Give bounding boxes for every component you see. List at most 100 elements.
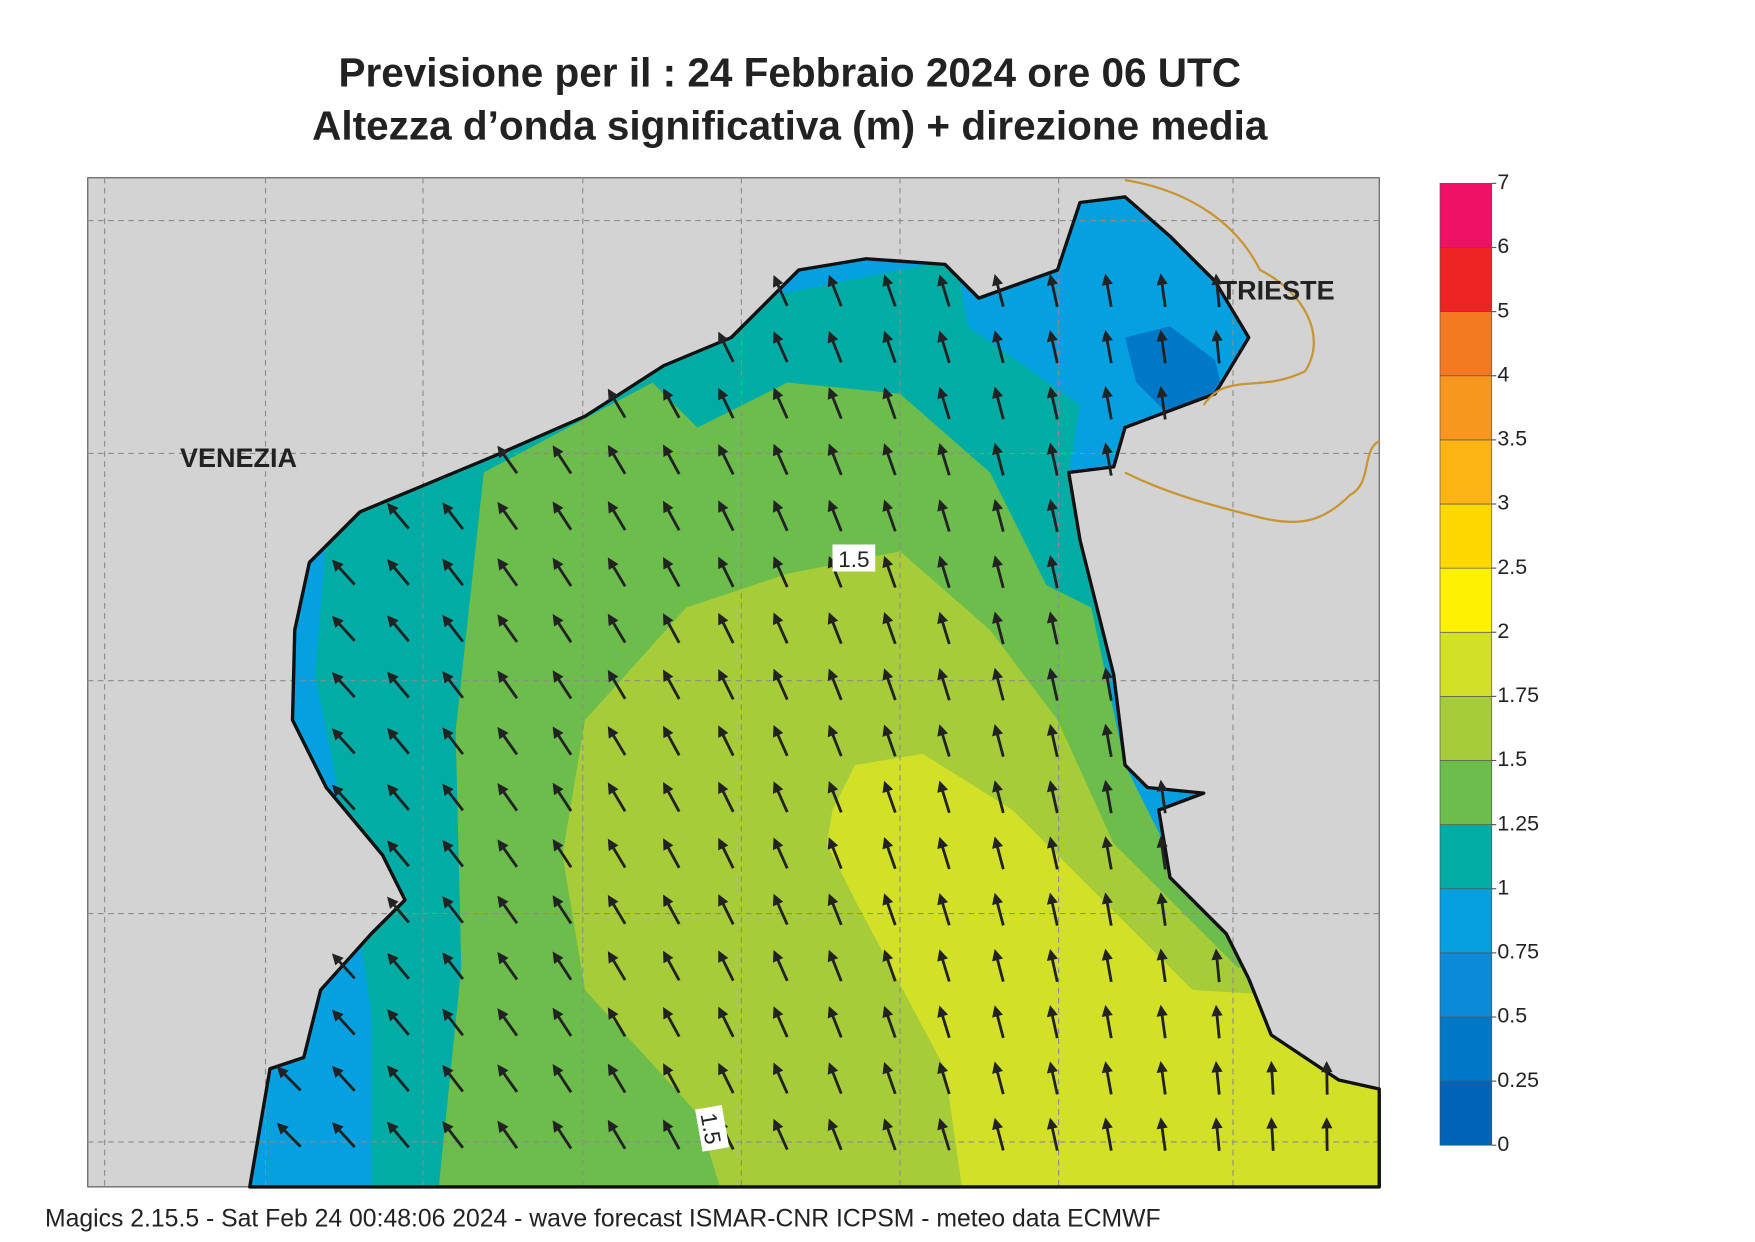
arrow-head — [1046, 780, 1058, 793]
arrow-head — [663, 444, 674, 458]
arrow-head — [882, 555, 894, 569]
arrow-head — [663, 950, 674, 964]
arrow — [1101, 329, 1113, 364]
arrow — [1101, 1061, 1113, 1095]
arrow-head — [937, 1117, 949, 1131]
arrow — [497, 670, 519, 699]
arrow — [552, 1063, 573, 1094]
colorbar-tick-label: 1.5 — [1497, 747, 1527, 771]
colorbar-bin — [1439, 824, 1493, 890]
arrow-head — [1046, 892, 1058, 905]
arrow — [882, 1061, 897, 1095]
arrow-head — [552, 895, 564, 908]
arrow-head — [1156, 329, 1168, 342]
arrow-head — [497, 558, 509, 571]
arrow — [992, 442, 1005, 476]
colorbar-tick-label: 1.25 — [1497, 811, 1539, 835]
arrow-head — [772, 1118, 784, 1132]
arrow — [663, 838, 681, 869]
arrow-head — [1156, 948, 1168, 961]
arrow — [827, 724, 843, 757]
arrow-head — [992, 386, 1003, 399]
arrow-head — [718, 500, 729, 513]
sea-band — [826, 753, 1380, 1187]
arrow-head — [663, 500, 674, 514]
colorbar-bin — [1439, 567, 1493, 633]
colorbar-bin — [1439, 375, 1493, 441]
arrow-head — [607, 782, 619, 795]
arrow — [1046, 611, 1059, 645]
arrow-head — [992, 611, 1003, 624]
arrow-head — [827, 1118, 839, 1132]
arrow — [827, 274, 843, 307]
arrow — [937, 892, 951, 926]
arrow-head — [497, 726, 509, 740]
arrow-head — [497, 783, 509, 796]
arrow-head — [827, 274, 839, 288]
colorbar-tick-label: 5 — [1497, 298, 1509, 322]
arrow-head — [882, 1118, 894, 1131]
arrow-head — [882, 386, 894, 400]
arrow — [387, 727, 410, 755]
arrow — [552, 726, 573, 756]
arrow-head — [387, 727, 399, 741]
arrow — [607, 388, 627, 419]
arrow-head — [937, 555, 949, 568]
arrow-head — [607, 1063, 619, 1077]
arrow — [607, 1119, 627, 1150]
arrow-head — [497, 501, 509, 515]
arrow-head — [937, 836, 949, 850]
arrow-head — [1046, 442, 1058, 455]
arrow — [992, 724, 1005, 758]
arrow-head — [1046, 498, 1058, 512]
arrow-head — [607, 388, 619, 402]
arrow — [607, 557, 627, 588]
colorbar-bin — [1439, 760, 1493, 825]
contour-label: 1.5 — [838, 547, 869, 572]
arrow — [1321, 1060, 1333, 1095]
arrow-head — [607, 444, 619, 458]
arrow — [497, 558, 519, 587]
arrow-head — [497, 670, 509, 684]
arrow — [663, 444, 681, 475]
arrow-head — [882, 611, 894, 625]
arrow-head — [992, 442, 1003, 456]
arrow — [1046, 1061, 1059, 1095]
arrow-head — [937, 611, 949, 625]
arrow-head — [772, 612, 784, 626]
colorbar-tick-label: 0.25 — [1497, 1068, 1539, 1092]
arrow — [772, 1006, 789, 1038]
arrow — [772, 331, 789, 363]
arrow-head — [937, 949, 949, 962]
colorbar-bin — [1439, 1080, 1493, 1146]
arrow — [387, 502, 410, 530]
arrow — [718, 950, 735, 982]
arrow-head — [607, 669, 619, 683]
arrow-head — [387, 896, 399, 909]
arrow-head — [442, 952, 454, 965]
colorbar-bin — [1439, 952, 1493, 1018]
arrow — [552, 445, 573, 475]
arrow — [607, 501, 627, 531]
arrow-head — [387, 1009, 399, 1022]
arrow-head — [442, 1121, 454, 1134]
arrow — [882, 780, 897, 814]
arrow — [442, 1064, 464, 1093]
arrow — [607, 444, 627, 475]
arrow — [331, 1009, 356, 1036]
arrow-head — [552, 1063, 564, 1077]
arrow — [552, 838, 573, 869]
arrow — [1046, 723, 1059, 758]
arrow-head — [937, 1061, 949, 1075]
arrow-head — [663, 781, 674, 795]
arrow-head — [1211, 273, 1223, 286]
arrow — [552, 670, 573, 700]
arrow — [1101, 948, 1113, 983]
arrow-head — [882, 499, 894, 512]
arrow — [1156, 386, 1168, 420]
arrow — [442, 614, 464, 643]
arrow — [663, 500, 681, 532]
arrow — [1101, 1004, 1113, 1039]
arrow — [552, 895, 573, 925]
arrow-head — [552, 726, 564, 739]
